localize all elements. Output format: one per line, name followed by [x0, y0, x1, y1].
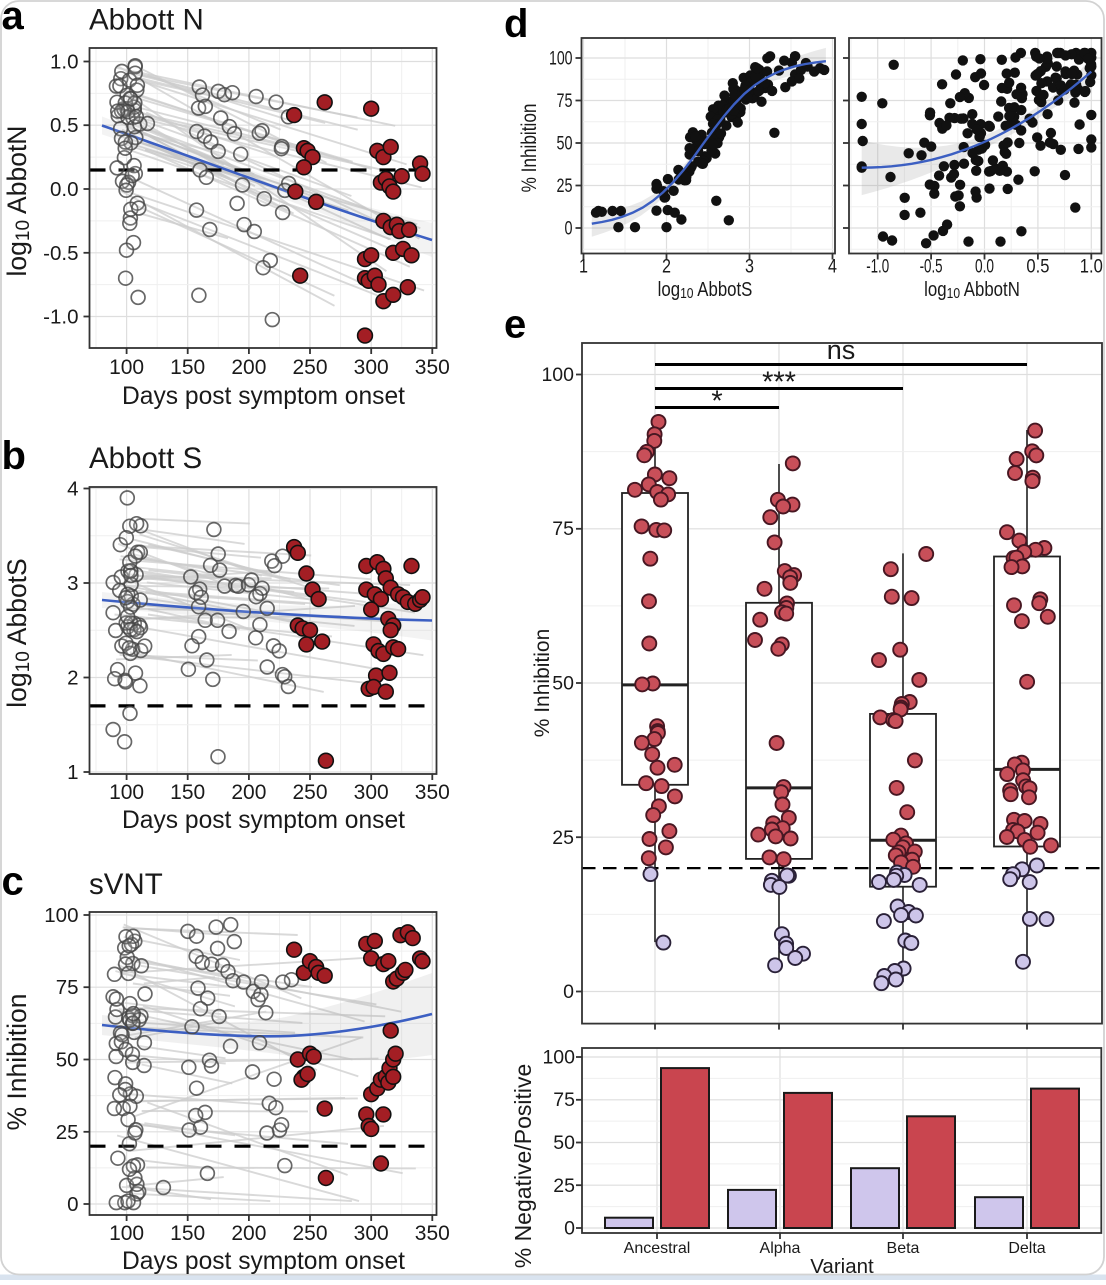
svg-text:Days post symptom onset: Days post symptom onset — [122, 807, 405, 834]
svg-text:100: 100 — [109, 1222, 144, 1245]
svg-text:1: 1 — [579, 256, 588, 278]
svg-text:0: 0 — [565, 218, 573, 240]
svg-text:1: 1 — [67, 761, 78, 784]
svg-text:Ancestral: Ancestral — [624, 1240, 691, 1257]
svg-text:a: a — [2, 0, 25, 38]
svg-text:250: 250 — [292, 356, 327, 379]
svg-text:3: 3 — [67, 572, 78, 595]
svg-text:150: 150 — [170, 1222, 205, 1245]
svg-text:4: 4 — [828, 256, 837, 278]
svg-text:0.5: 0.5 — [1026, 256, 1049, 278]
svg-text:100: 100 — [109, 356, 144, 379]
svg-text:Abbott N: Abbott N — [89, 4, 204, 37]
svg-text:sVNT: sVNT — [89, 868, 163, 901]
svg-text:250: 250 — [292, 1222, 327, 1245]
svg-text:Days post symptom onset: Days post symptom onset — [122, 1248, 405, 1275]
svg-text:0.0: 0.0 — [50, 178, 79, 201]
svg-text:log10 AbbotN: log10 AbbotN — [2, 126, 34, 277]
svg-text:300: 300 — [354, 1222, 389, 1245]
svg-text:2: 2 — [67, 667, 78, 690]
svg-text:0: 0 — [67, 1193, 78, 1216]
svg-text:Variant: Variant — [810, 1255, 874, 1278]
svg-text:0.0: 0.0 — [975, 256, 994, 278]
svg-text:c: c — [2, 860, 24, 904]
svg-text:25: 25 — [56, 1121, 79, 1144]
svg-text:% Inhibition: % Inhibition — [517, 104, 541, 193]
svg-text:25: 25 — [553, 1175, 575, 1197]
svg-text:b: b — [2, 434, 26, 478]
svg-text:Abbott S: Abbott S — [89, 442, 202, 475]
svg-text:Delta: Delta — [1008, 1240, 1045, 1257]
svg-text:100: 100 — [542, 1047, 575, 1069]
svg-text:ns: ns — [827, 335, 856, 365]
svg-text:250: 250 — [292, 781, 327, 804]
svg-text:50: 50 — [557, 133, 573, 155]
svg-text:-1.0: -1.0 — [43, 306, 78, 329]
svg-text:Beta: Beta — [887, 1240, 920, 1257]
svg-text:Days post symptom onset: Days post symptom onset — [122, 383, 405, 410]
svg-text:0: 0 — [563, 981, 574, 1003]
svg-text:*: * — [711, 386, 722, 418]
svg-text:-0.5: -0.5 — [920, 256, 943, 278]
svg-text:75: 75 — [552, 518, 574, 540]
svg-text:log10 AbbotS: log10 AbbotS — [658, 277, 753, 301]
svg-text:75: 75 — [553, 1089, 575, 1111]
svg-text:350: 350 — [415, 356, 450, 379]
svg-text:1.0: 1.0 — [1080, 256, 1103, 278]
svg-text:d: d — [504, 2, 528, 46]
svg-text:350: 350 — [415, 1222, 450, 1245]
svg-text:25: 25 — [557, 175, 573, 197]
svg-text:75: 75 — [557, 90, 573, 112]
svg-text:-1.0: -1.0 — [866, 256, 889, 278]
svg-text:200: 200 — [231, 1222, 266, 1245]
svg-text:Alpha: Alpha — [760, 1240, 801, 1257]
svg-text:% Negative/Positive: % Negative/Positive — [510, 1064, 536, 1269]
svg-text:100: 100 — [549, 48, 573, 70]
svg-text:25: 25 — [552, 827, 574, 849]
svg-text:log10 AbbotS: log10 AbbotS — [2, 558, 34, 707]
svg-text:350: 350 — [415, 781, 450, 804]
svg-text:4: 4 — [67, 478, 78, 501]
svg-text:***: *** — [762, 367, 796, 399]
svg-text:100: 100 — [109, 781, 144, 804]
svg-text:300: 300 — [354, 356, 389, 379]
svg-text:e: e — [504, 303, 526, 347]
svg-text:% Inhibition: % Inhibition — [531, 629, 554, 738]
svg-text:200: 200 — [231, 781, 266, 804]
svg-text:50: 50 — [552, 673, 574, 695]
svg-text:300: 300 — [354, 781, 389, 804]
svg-text:% Inhibition: % Inhibition — [2, 993, 32, 1130]
svg-text:100: 100 — [44, 904, 78, 927]
svg-text:1.0: 1.0 — [50, 51, 79, 74]
svg-text:150: 150 — [170, 356, 205, 379]
svg-text:50: 50 — [553, 1132, 575, 1154]
svg-text:3: 3 — [745, 256, 754, 278]
svg-text:100: 100 — [541, 364, 574, 386]
svg-text:75: 75 — [56, 976, 79, 999]
svg-text:50: 50 — [56, 1049, 79, 1072]
svg-text:-0.5: -0.5 — [43, 242, 78, 265]
svg-text:0.5: 0.5 — [50, 114, 79, 137]
svg-text:log10 AbbotN: log10 AbbotN — [924, 277, 1020, 301]
svg-text:2: 2 — [662, 256, 671, 278]
svg-text:150: 150 — [170, 781, 205, 804]
svg-text:200: 200 — [231, 356, 266, 379]
svg-text:0: 0 — [564, 1218, 575, 1240]
